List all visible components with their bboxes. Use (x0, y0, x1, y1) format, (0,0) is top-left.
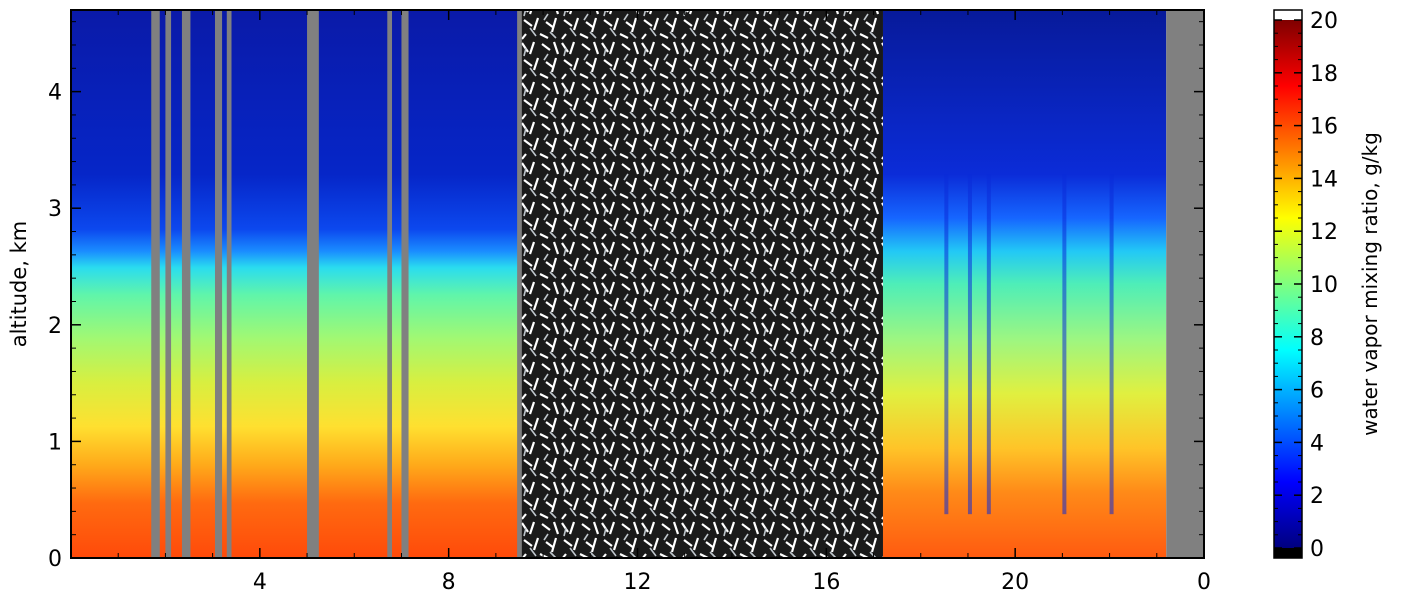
missing-data-column (165, 10, 172, 558)
x-tick-label: 12 (624, 570, 652, 595)
missing-data-column (151, 10, 160, 558)
missing-data-column (517, 10, 522, 558)
missing-data-column (214, 10, 223, 558)
colorbar-tick-label: 4 (1310, 431, 1324, 456)
y-tick-label: 3 (48, 197, 62, 222)
colorbar: 0 2 4 6 8 10 12 14 16 18 20 (1273, 9, 1338, 562)
y-axis-label: altitude, km (7, 221, 31, 348)
colorbar-tick-label: 12 (1310, 220, 1338, 245)
missing-data-column (1178, 10, 1188, 558)
x-tick-label: 4 (253, 570, 267, 595)
missing-data-column (401, 10, 409, 558)
dry-streak (1062, 174, 1067, 515)
colorbar-tick-label: 20 (1310, 9, 1338, 34)
colorbar-tick-label: 2 (1310, 484, 1324, 509)
missing-data-column (307, 10, 319, 558)
dry-streak (967, 174, 972, 515)
x-tick-label: 8 (442, 570, 456, 595)
missing-data-column (226, 10, 232, 558)
heatmap-segment-profile (71, 10, 520, 558)
colorbar-over (1274, 10, 1302, 20)
colorbar-label: water vapor mixing ratio, g/kg (1358, 132, 1382, 436)
y-tick-label: 4 (48, 81, 62, 106)
colorbar-tick-label: 6 (1310, 379, 1324, 404)
dry-streak (986, 174, 991, 515)
missing-data-column (181, 10, 191, 558)
heatmap-field (71, 10, 1204, 558)
colorbar-tick-label: 10 (1310, 273, 1338, 298)
colorbar-tick-label: 16 (1310, 115, 1338, 140)
colorbar-under (1274, 548, 1302, 558)
missing-data-column (387, 10, 393, 558)
colorbar-tick-label: 8 (1310, 326, 1324, 351)
dry-streak (944, 174, 949, 515)
x-tick-label: 16 (812, 570, 840, 595)
y-tick-label: 1 (48, 430, 62, 455)
y-tick-label: 0 (48, 547, 62, 572)
dry-streak (1109, 174, 1114, 515)
x-axis: 4 8 12 16 20 0 (117, 10, 1211, 595)
heatmap-segment-noise (519, 10, 883, 558)
heatmap-segment-profile (882, 10, 1167, 558)
x-tick-label: 20 (1001, 570, 1029, 595)
x-tick-label: 0 (1197, 570, 1211, 595)
colorbar-tick-label: 14 (1310, 167, 1338, 192)
colorbar-tick-label: 0 (1310, 537, 1324, 562)
y-axis: 0 1 2 3 4 (48, 21, 1204, 572)
y-tick-label: 2 (48, 314, 62, 339)
colorbar-tick-label: 18 (1310, 62, 1338, 87)
